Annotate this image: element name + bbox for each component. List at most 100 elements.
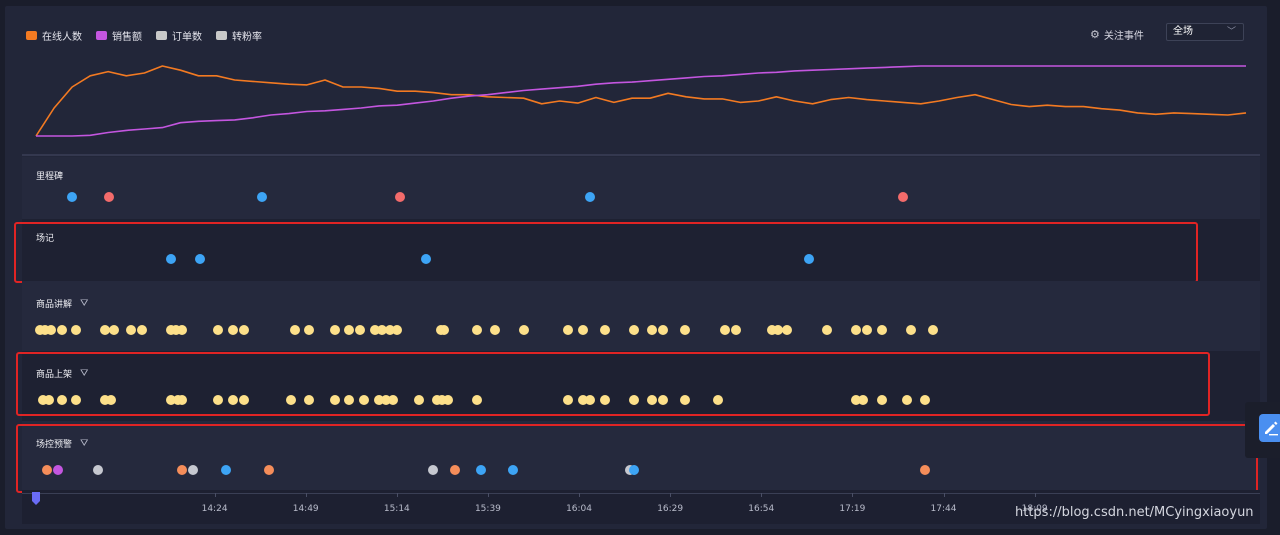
event-marker[interactable] bbox=[384, 325, 395, 335]
event-marker[interactable] bbox=[861, 325, 872, 335]
legend-item-fan-rate[interactable]: 转粉率 bbox=[216, 28, 262, 43]
event-marker[interactable] bbox=[420, 254, 431, 264]
event-marker[interactable] bbox=[646, 325, 657, 335]
event-marker[interactable] bbox=[563, 325, 574, 335]
edit-button[interactable] bbox=[1259, 414, 1280, 442]
event-marker[interactable] bbox=[851, 395, 862, 405]
legend-item-sales[interactable]: 销售额 bbox=[96, 28, 142, 43]
event-marker[interactable] bbox=[220, 465, 231, 475]
event-marker[interactable] bbox=[286, 395, 297, 405]
event-marker[interactable] bbox=[577, 325, 588, 335]
event-marker[interactable] bbox=[439, 325, 450, 335]
event-marker[interactable] bbox=[92, 465, 103, 475]
event-marker[interactable] bbox=[442, 395, 453, 405]
event-marker[interactable] bbox=[187, 465, 198, 475]
event-marker[interactable] bbox=[395, 192, 406, 202]
event-marker[interactable] bbox=[646, 395, 657, 405]
event-marker[interactable] bbox=[359, 395, 369, 405]
event-marker[interactable] bbox=[176, 325, 187, 335]
event-marker[interactable] bbox=[898, 192, 909, 202]
event-marker[interactable] bbox=[851, 325, 862, 335]
event-marker[interactable] bbox=[165, 254, 176, 264]
event-marker[interactable] bbox=[171, 325, 182, 335]
event-marker[interactable] bbox=[380, 395, 391, 405]
event-marker[interactable] bbox=[920, 395, 931, 405]
event-marker[interactable] bbox=[227, 395, 238, 405]
event-marker[interactable] bbox=[165, 395, 176, 405]
event-marker[interactable] bbox=[490, 325, 501, 335]
watch-events-button[interactable]: ⚙ 关注事件 bbox=[1090, 27, 1144, 42]
event-marker[interactable] bbox=[238, 395, 249, 405]
range-handle-icon[interactable] bbox=[31, 492, 41, 506]
event-marker[interactable] bbox=[388, 395, 399, 405]
event-marker[interactable] bbox=[927, 325, 938, 335]
event-marker[interactable] bbox=[40, 325, 51, 335]
filter-icon[interactable]: ⛛ bbox=[80, 368, 89, 379]
event-marker[interactable] bbox=[238, 325, 249, 335]
event-marker[interactable] bbox=[213, 395, 224, 405]
event-marker[interactable] bbox=[876, 325, 887, 335]
event-marker[interactable] bbox=[428, 465, 439, 475]
event-marker[interactable] bbox=[105, 395, 116, 405]
event-marker[interactable] bbox=[227, 325, 238, 335]
event-marker[interactable] bbox=[679, 325, 690, 335]
event-marker[interactable] bbox=[858, 395, 869, 405]
event-marker[interactable] bbox=[100, 325, 111, 335]
event-marker[interactable] bbox=[329, 325, 340, 335]
event-marker[interactable] bbox=[803, 254, 814, 264]
event-marker[interactable] bbox=[431, 395, 442, 405]
event-marker[interactable] bbox=[67, 192, 78, 202]
event-marker[interactable] bbox=[52, 465, 63, 475]
legend-item-online[interactable]: 在线人数 bbox=[26, 28, 82, 43]
event-marker[interactable] bbox=[329, 395, 340, 405]
event-marker[interactable] bbox=[304, 395, 315, 405]
event-marker[interactable] bbox=[373, 395, 384, 405]
event-marker[interactable] bbox=[628, 395, 639, 405]
event-marker[interactable] bbox=[369, 325, 380, 335]
event-marker[interactable] bbox=[34, 325, 45, 335]
event-marker[interactable] bbox=[355, 325, 366, 335]
event-marker[interactable] bbox=[508, 465, 519, 475]
event-marker[interactable] bbox=[195, 254, 205, 264]
event-marker[interactable] bbox=[165, 325, 176, 335]
event-marker[interactable] bbox=[519, 325, 530, 335]
event-marker[interactable] bbox=[109, 325, 120, 335]
event-marker[interactable] bbox=[256, 192, 267, 202]
event-marker[interactable] bbox=[712, 395, 723, 405]
event-marker[interactable] bbox=[289, 325, 300, 335]
event-marker[interactable] bbox=[772, 325, 783, 335]
event-marker[interactable] bbox=[471, 395, 482, 405]
event-marker[interactable] bbox=[657, 395, 668, 405]
event-marker[interactable] bbox=[103, 192, 114, 202]
event-marker[interactable] bbox=[71, 325, 82, 335]
event-marker[interactable] bbox=[599, 395, 610, 405]
event-marker[interactable] bbox=[344, 325, 355, 335]
event-marker[interactable] bbox=[71, 395, 82, 405]
event-marker[interactable] bbox=[657, 325, 668, 335]
event-marker[interactable] bbox=[100, 395, 111, 405]
event-marker[interactable] bbox=[176, 395, 187, 405]
event-marker[interactable] bbox=[45, 325, 56, 335]
filter-icon[interactable]: ⛛ bbox=[80, 298, 89, 309]
event-marker[interactable] bbox=[377, 325, 388, 335]
event-marker[interactable] bbox=[56, 395, 67, 405]
event-marker[interactable] bbox=[213, 325, 224, 335]
event-marker[interactable] bbox=[599, 325, 610, 335]
event-marker[interactable] bbox=[38, 395, 49, 405]
event-marker[interactable] bbox=[876, 395, 887, 405]
event-marker[interactable] bbox=[821, 325, 832, 335]
event-marker[interactable] bbox=[563, 395, 574, 405]
event-marker[interactable] bbox=[450, 465, 461, 475]
event-marker[interactable] bbox=[577, 395, 588, 405]
event-marker[interactable] bbox=[584, 192, 595, 202]
event-marker[interactable] bbox=[125, 325, 136, 335]
event-marker[interactable] bbox=[264, 465, 275, 475]
event-marker[interactable] bbox=[628, 465, 639, 475]
event-marker[interactable] bbox=[437, 395, 448, 405]
event-marker[interactable] bbox=[679, 395, 690, 405]
event-marker[interactable] bbox=[391, 325, 402, 335]
event-marker[interactable] bbox=[730, 325, 741, 335]
event-marker[interactable] bbox=[628, 325, 639, 335]
event-marker[interactable] bbox=[905, 325, 916, 335]
legend-item-orders[interactable]: 订单数 bbox=[156, 28, 202, 43]
